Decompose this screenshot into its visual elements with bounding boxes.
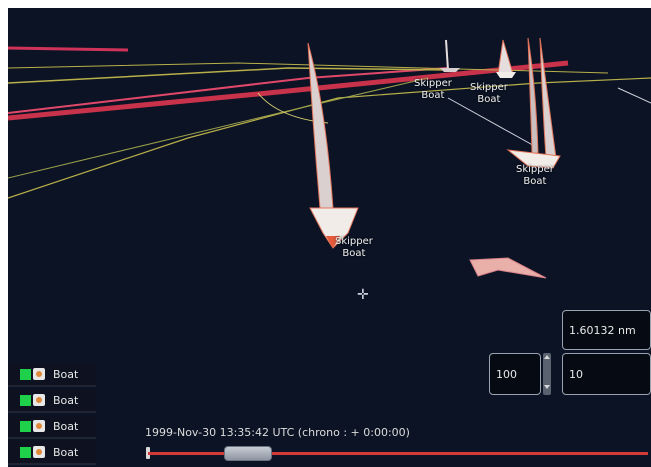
skipper-name: Skipper xyxy=(414,78,452,89)
boat-list-item[interactable]: Boat xyxy=(8,441,96,465)
boat-label: Skipper Boat xyxy=(335,236,373,260)
track-line xyxy=(8,67,449,84)
boat-list-item[interactable]: Boat xyxy=(8,389,96,413)
boat-list-name: Boat xyxy=(53,419,79,433)
boat-color-swatch xyxy=(20,420,31,432)
boat-list-name: Boat xyxy=(53,367,79,381)
boat-name: Boat xyxy=(342,248,366,259)
crosshair-icon: ✛ xyxy=(357,287,369,303)
boat-model[interactable] xyxy=(506,37,561,169)
track-line xyxy=(617,87,651,104)
stepper-down-icon[interactable] xyxy=(544,385,550,389)
track-line xyxy=(8,60,569,121)
boat-color-swatch xyxy=(20,394,31,406)
boat-color-swatch xyxy=(20,368,31,380)
stepper-up-icon[interactable] xyxy=(544,355,550,359)
distance-readout: 1.60132 nm xyxy=(562,310,651,350)
boat-label: Skipper Boat xyxy=(516,164,554,188)
track-line xyxy=(447,97,539,149)
timeline-track[interactable] xyxy=(148,452,648,455)
skipper-name: Skipper xyxy=(516,164,554,175)
value-field-right[interactable]: 10 xyxy=(562,353,651,395)
boat-list-name: Boat xyxy=(53,445,79,459)
track-line xyxy=(8,67,449,114)
boat-list-item[interactable]: Boat xyxy=(8,415,96,439)
boat-visibility-icon[interactable] xyxy=(33,446,45,458)
timeline-timestamp: 1999-Nov-30 13:35:42 UTC (chrono : + 0:0… xyxy=(145,426,410,439)
skipper-name: Skipper xyxy=(470,82,508,93)
boat-name: Boat xyxy=(477,94,501,105)
boat-list-name: Boat xyxy=(53,393,79,407)
boat-list-item[interactable]: Boat xyxy=(8,363,96,387)
right-value: 10 xyxy=(569,367,583,381)
timeline-slider-thumb[interactable] xyxy=(224,446,272,461)
boat-model[interactable] xyxy=(496,39,516,78)
value-stepper[interactable] xyxy=(543,353,551,395)
boat-model[interactable] xyxy=(440,39,460,72)
value-field-left[interactable]: 100 xyxy=(489,353,541,395)
3d-race-viewport[interactable]: Skipper Boat Skipper Boat Skipper Boat S… xyxy=(8,8,651,467)
track-line xyxy=(8,62,609,74)
track-line xyxy=(8,77,429,179)
boat-name: Boat xyxy=(421,90,445,101)
boat-visibility-icon[interactable] xyxy=(33,368,45,380)
track-line xyxy=(8,77,651,199)
distance-value: 1.60132 nm xyxy=(569,323,636,337)
race-scene xyxy=(8,37,651,279)
boat-model[interactable] xyxy=(307,42,359,249)
track-line xyxy=(8,46,129,52)
boat-visibility-icon[interactable] xyxy=(33,394,45,406)
skipper-name: Skipper xyxy=(335,236,373,247)
boat-name: Boat xyxy=(523,176,547,187)
boat-color-swatch xyxy=(20,446,31,458)
boat-visibility-icon[interactable] xyxy=(33,420,45,432)
left-value: 100 xyxy=(496,367,517,381)
boat-list: Boat Boat Boat Boat xyxy=(8,363,96,467)
boat-label: Skipper Boat xyxy=(414,78,452,102)
boat-label: Skipper Boat xyxy=(470,82,508,106)
mark-buoy[interactable] xyxy=(469,257,547,279)
race-tracks xyxy=(8,46,651,199)
